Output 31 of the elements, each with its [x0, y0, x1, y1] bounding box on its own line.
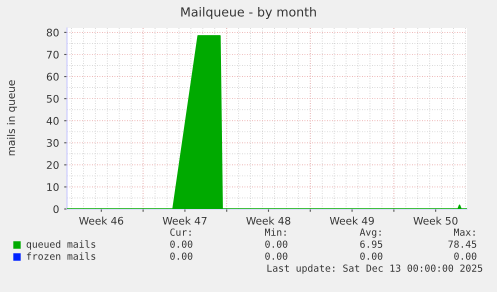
x-tick-label: Week 47	[162, 216, 207, 225]
x-tick-label: Week 46	[79, 216, 124, 225]
y-tick-label: 60	[46, 72, 59, 81]
y-tick-label: 20	[46, 161, 59, 169]
legend-label: queued mails	[26, 240, 96, 250]
y-tick-label: 50	[46, 94, 59, 103]
y-axis-title: mails in queue	[6, 80, 18, 156]
x-tick-label: Week 49	[330, 216, 374, 225]
y-tick-label: 0	[53, 205, 59, 214]
x-tick-label: Week 48	[246, 216, 290, 225]
text: 0.00	[360, 252, 382, 260]
text: 0.00	[265, 240, 288, 248]
y-tick-label: 10	[47, 183, 59, 192]
text: Avg:	[360, 228, 381, 238]
text: 0.00	[170, 240, 192, 248]
text: 0.00	[454, 252, 476, 260]
text: 6.95	[360, 240, 382, 248]
y-tick-label: 40	[46, 116, 59, 125]
text: Cur:	[170, 228, 191, 236]
y-tick-label: 80	[46, 28, 59, 37]
text: Min:	[264, 228, 286, 236]
legend-label: frozen mails	[26, 252, 96, 260]
text: 0.00	[265, 252, 288, 260]
y-tick-label: 30	[46, 139, 59, 147]
y-tick-label: 70	[46, 50, 59, 59]
text: Max:	[454, 228, 475, 236]
text: 78.45	[448, 240, 476, 248]
x-tick-label: Week 50	[413, 216, 458, 225]
chart-title: Mailqueue - by month	[181, 6, 316, 20]
text: 0.00	[170, 252, 192, 260]
text: Last update: Sat Dec 13 00:00:00 2025	[267, 264, 482, 274]
